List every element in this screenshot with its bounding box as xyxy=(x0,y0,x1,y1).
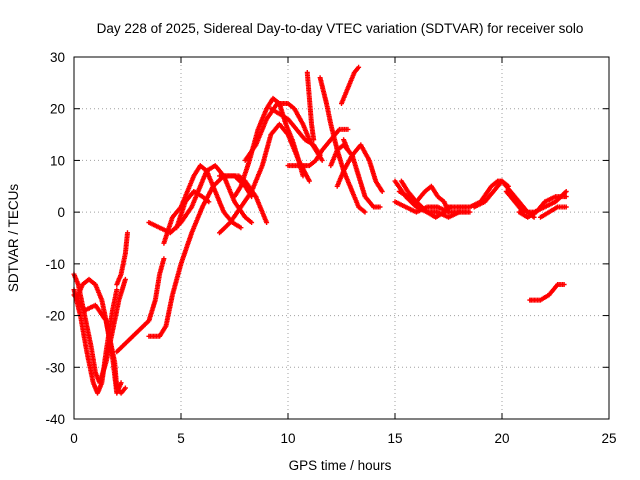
y-tick-label: 20 xyxy=(50,102,65,117)
data-point xyxy=(161,256,167,262)
y-tick-label: 0 xyxy=(57,205,65,220)
data-point xyxy=(300,173,306,179)
data-point xyxy=(362,209,368,215)
y-tick-label: -20 xyxy=(45,309,65,324)
axis-ticks xyxy=(73,56,610,420)
y-tick-label: -40 xyxy=(45,412,65,427)
plot-frame xyxy=(73,56,610,420)
x-tick-label: 5 xyxy=(177,431,185,446)
data-point xyxy=(467,209,473,215)
series-track-17 xyxy=(304,70,317,143)
series-track-10 xyxy=(174,189,212,231)
series-track-02 xyxy=(71,287,120,396)
data-point xyxy=(319,157,325,163)
data-point xyxy=(122,385,128,391)
y-tick-label: 10 xyxy=(50,153,65,168)
data-point xyxy=(563,189,569,194)
series-track-05 xyxy=(114,230,130,287)
x-tick-label: 0 xyxy=(70,431,78,446)
data-point xyxy=(379,189,385,194)
data-point xyxy=(122,276,128,282)
data-point xyxy=(311,137,317,143)
series-track-32 xyxy=(527,282,567,303)
series-track-31 xyxy=(538,204,569,220)
series-track-22 xyxy=(339,64,362,106)
series-track-20 xyxy=(334,142,385,194)
chart-title: Day 228 of 2025, Sidereal Day-to-day VTE… xyxy=(97,21,584,36)
data-point xyxy=(249,220,255,225)
y-tick-label: 30 xyxy=(50,50,65,65)
series-track-21 xyxy=(341,137,355,158)
series-track-15 xyxy=(268,106,323,158)
series-track-26 xyxy=(398,178,454,220)
data-point xyxy=(349,152,355,158)
y-tick-label: -30 xyxy=(45,360,65,375)
x-tick-label: 15 xyxy=(387,431,402,446)
series-track-06 xyxy=(114,256,167,355)
y-axis-label: SDTVAR / TECUs xyxy=(6,184,21,293)
x-tick-label: 20 xyxy=(494,431,509,446)
x-axis-label: GPS time / hours xyxy=(289,458,392,473)
data-point xyxy=(563,194,569,200)
data-point xyxy=(561,282,567,287)
data-point xyxy=(264,220,270,225)
series-track-18 xyxy=(317,75,368,215)
x-tick-label: 25 xyxy=(601,431,616,446)
data-point xyxy=(306,178,312,184)
data-marks xyxy=(71,64,569,396)
x-tick-label: 10 xyxy=(280,431,295,446)
data-point xyxy=(206,199,212,205)
series-track-30 xyxy=(516,194,569,220)
y-tick-label: -10 xyxy=(45,257,65,272)
data-point xyxy=(238,225,244,231)
data-point xyxy=(114,287,120,293)
data-point xyxy=(356,64,362,70)
data-point xyxy=(125,230,130,236)
data-point xyxy=(118,380,124,386)
data-point xyxy=(345,126,351,132)
data-point xyxy=(377,204,383,210)
tick-labels: 0 5 10 15 20 25 -40 -30 -20 -10 0 10 20 30 xyxy=(45,50,616,446)
data-point xyxy=(563,204,569,210)
